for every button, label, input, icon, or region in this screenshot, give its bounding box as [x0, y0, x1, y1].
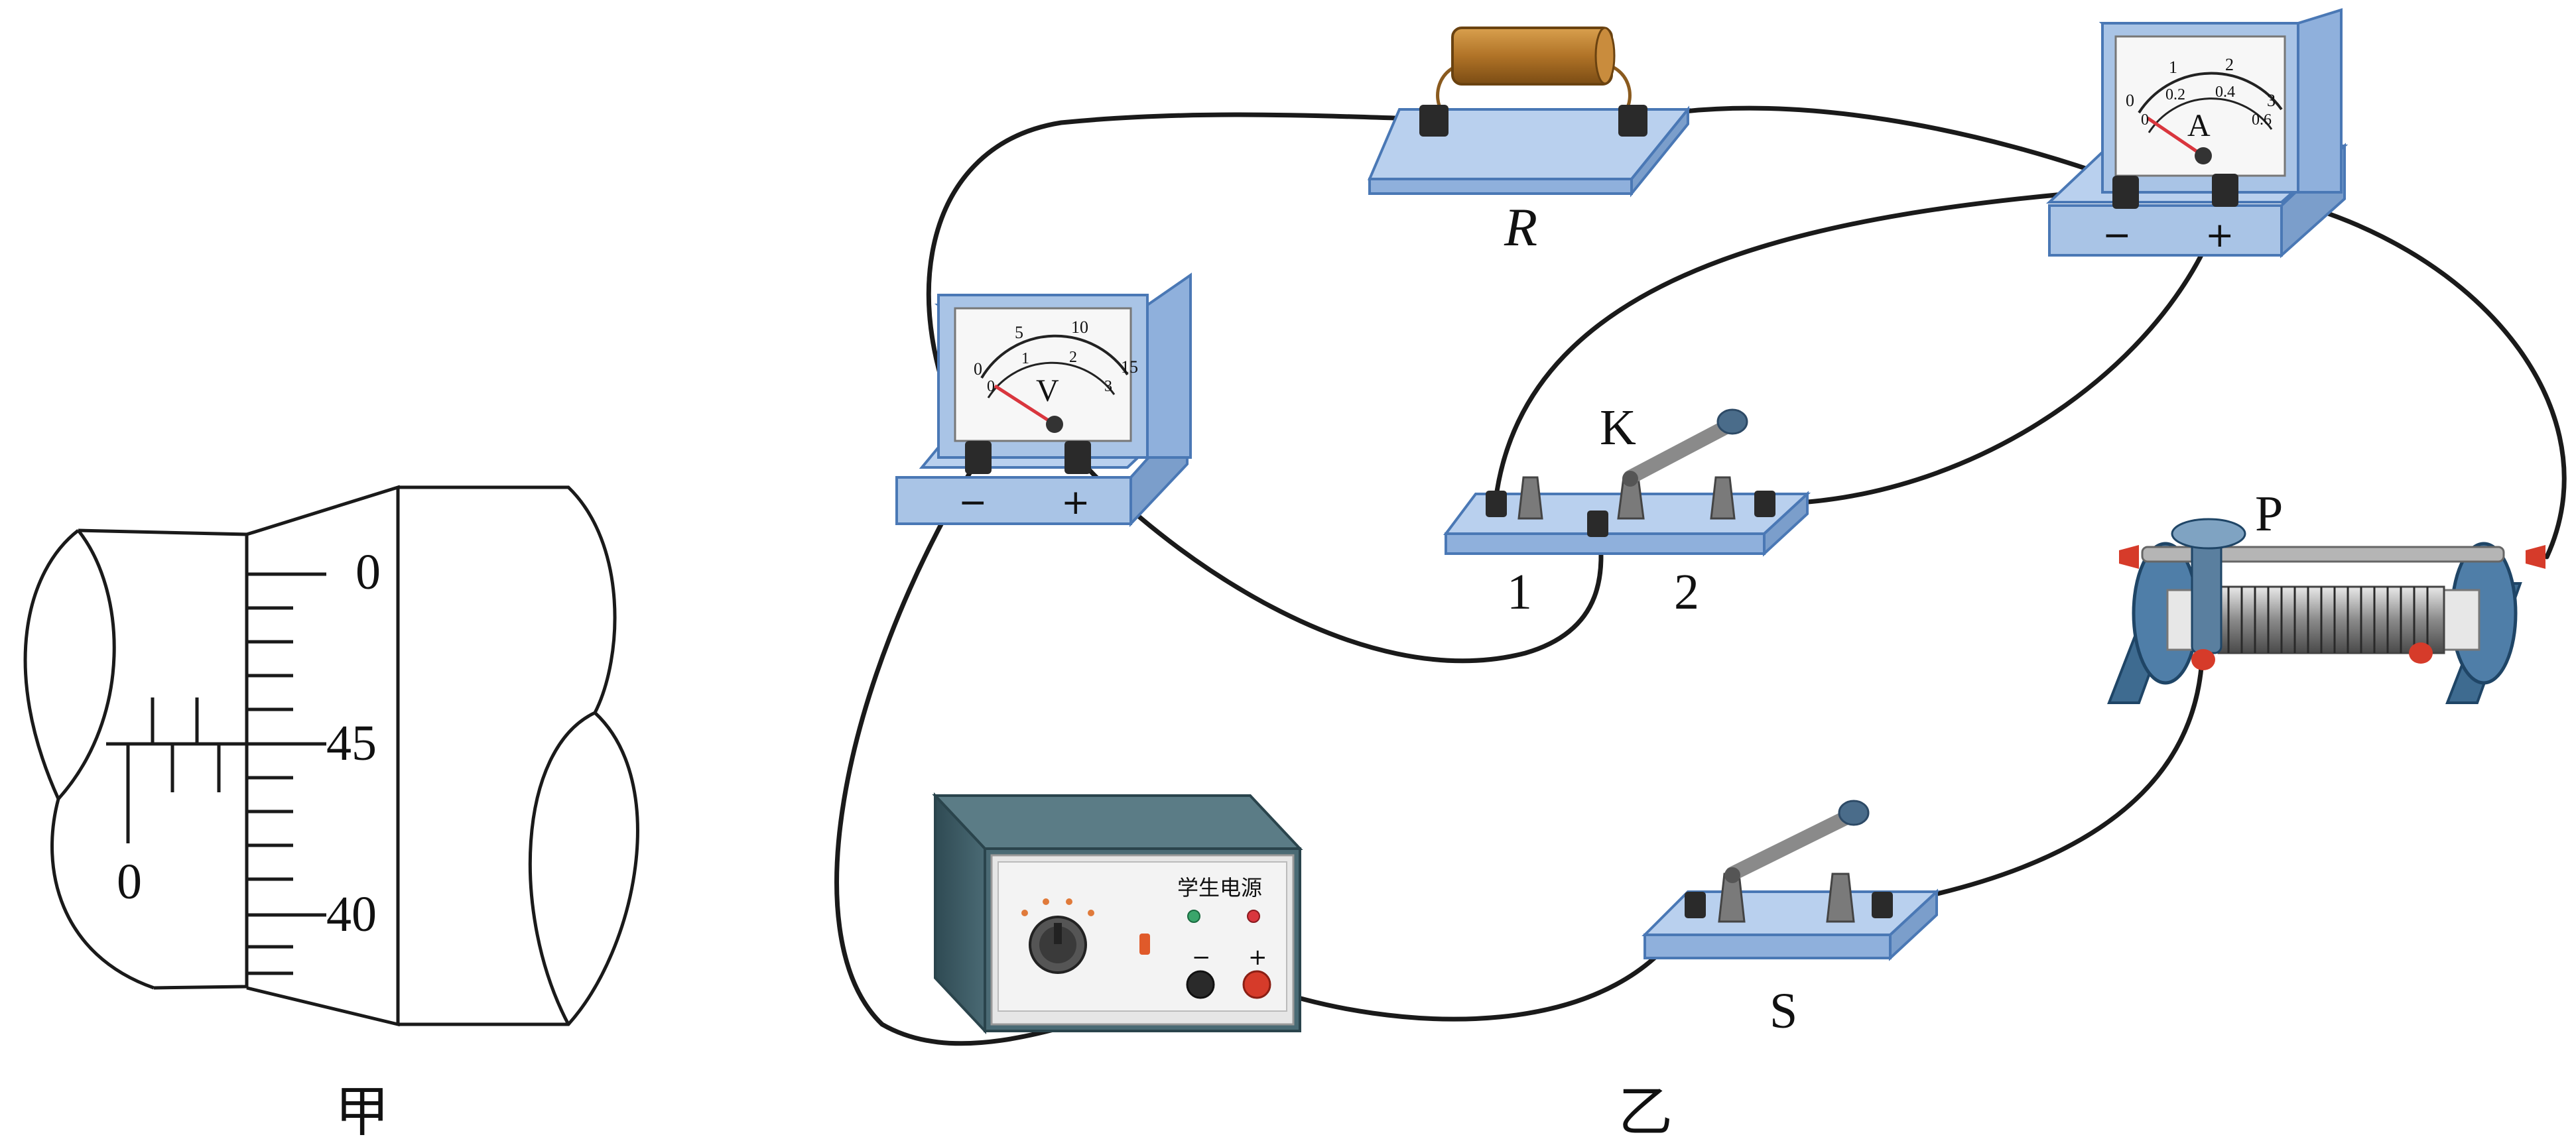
wire-voltmeter-to-resistor: [926, 112, 1437, 460]
voltmeter: [895, 272, 1192, 528]
wire-switch-s-to-rheostat: [1881, 657, 2205, 908]
voltmeter-minus-label: −: [958, 483, 988, 522]
wire-ammeter-to-switch-k-2: [1762, 190, 2228, 507]
thimble-label-45: 45: [326, 715, 377, 771]
voltmeter-top-5: 5: [1015, 323, 1023, 342]
resistor-r: [1367, 27, 1691, 198]
ammeter-bottom-0.2: 0.2: [2165, 86, 2185, 103]
switch-k: [1443, 408, 1811, 557]
power-supply: [932, 792, 1303, 1035]
wire-ammeter-to-switch-k-1: [1493, 186, 2128, 503]
micrometer-anvil-curve: [23, 529, 155, 990]
ammeter-minus-label: −: [2102, 215, 2132, 255]
switch-k-pos1: 1: [1507, 564, 1532, 620]
resistor-label: R: [1504, 197, 1537, 257]
ammeter-bottom-0.4: 0.4: [2215, 84, 2235, 101]
switch-k-label: K: [1600, 400, 1636, 455]
micrometer-anvil-inner: [57, 529, 116, 800]
voltmeter-bottom-0: 0: [987, 378, 995, 395]
ammeter-top-2: 2: [2225, 55, 2234, 74]
ammeter: [2045, 8, 2349, 259]
figure-b-caption: 乙: [1618, 1081, 1673, 1144]
circuit-wires: [834, 105, 2567, 1046]
voltmeter-top-10: 10: [1071, 318, 1088, 337]
ammeter-bottom-0: 0: [2141, 111, 2149, 129]
micrometer-ratchet-inner: [528, 711, 596, 1026]
micrometer-thimble: [246, 485, 400, 1027]
ammeter-top-1: 1: [2169, 58, 2177, 77]
ammeter-plus-label: +: [2205, 215, 2234, 255]
voltmeter-bottom-1: 1: [1021, 350, 1029, 367]
thimble-label-40: 40: [326, 886, 377, 942]
thimble-label-0: 0: [355, 544, 381, 600]
power-supply-plus: +: [1248, 944, 1267, 971]
voltmeter-top-0: 0: [974, 359, 982, 379]
voltmeter-bottom-2: 2: [1069, 349, 1077, 366]
micrometer-sleeve-outline: [78, 528, 249, 990]
sleeve-label-0: 0: [117, 854, 142, 910]
ammeter-bottom-0.6: 0.6: [2252, 111, 2272, 129]
power-supply-minus: −: [1192, 944, 1211, 971]
switch-s-label: S: [1770, 983, 1797, 1039]
wire-psu-to-switch-s: [1254, 902, 1697, 1022]
voltmeter-symbol: V: [1036, 373, 1059, 408]
ammeter-top-0: 0: [2126, 91, 2134, 110]
switch-s: [1642, 800, 1941, 961]
ammeter-symbol: A: [2187, 108, 2211, 143]
voltmeter-plus-label: +: [1061, 483, 1090, 522]
micrometer-figure: [23, 485, 639, 1027]
switch-k-pos2: 2: [1674, 564, 1699, 620]
ammeter-top-3: 3: [2267, 91, 2276, 110]
thimble-ticks: [247, 572, 326, 975]
rheostat: [2107, 518, 2545, 704]
micrometer-ratchet: [398, 485, 639, 1026]
wire-resistor-to-ammeter: [1630, 105, 2128, 185]
power-supply-title: 学生电源: [1177, 875, 1262, 900]
rheostat-slider-label: P: [2255, 486, 2283, 542]
voltmeter-top-15: 15: [1121, 357, 1138, 377]
figure-a-caption: 甲: [335, 1081, 389, 1144]
voltmeter-bottom-3: 3: [1104, 378, 1112, 395]
wire-voltmeter-plus-to-switch-k: [1075, 455, 1604, 664]
